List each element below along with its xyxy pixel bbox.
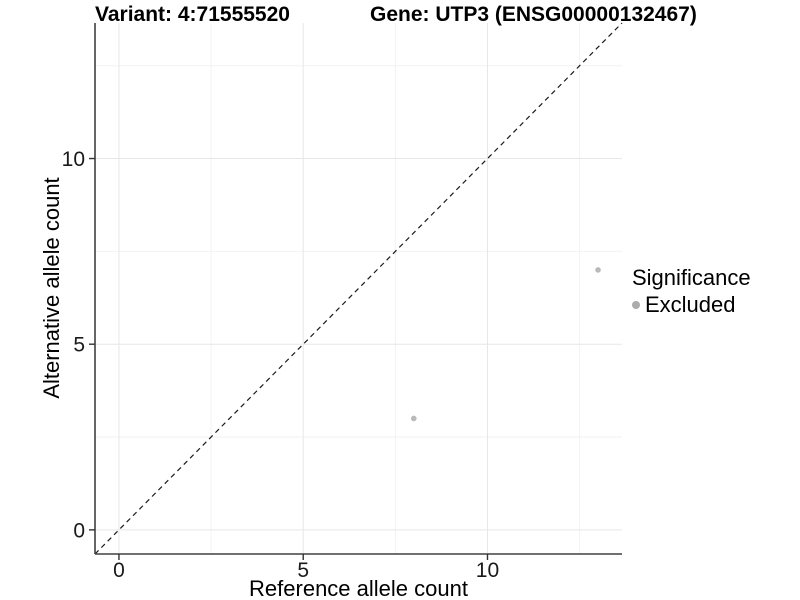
data-point bbox=[410, 415, 417, 422]
plot-title-gene: Gene: UTP3 (ENSG00000132467) bbox=[370, 3, 697, 26]
legend-item-excluded: Excluded bbox=[632, 292, 751, 317]
x-tick-label: 0 bbox=[113, 559, 125, 582]
x-tick-label: 5 bbox=[297, 559, 309, 582]
plot-title-variant: Variant: 4:71555520 bbox=[95, 3, 290, 26]
identity-line bbox=[94, 22, 623, 555]
legend-item-label: Excluded bbox=[645, 292, 736, 318]
y-tick-label: 0 bbox=[73, 519, 85, 542]
y-tick-label: 10 bbox=[62, 148, 85, 171]
legend-title: Significance bbox=[632, 265, 751, 290]
legend: Significance Excluded bbox=[632, 265, 751, 318]
data-point bbox=[595, 267, 601, 273]
x-tick-label: 10 bbox=[476, 559, 499, 582]
legend-point-icon bbox=[632, 300, 640, 309]
x-axis-title: Reference allele count bbox=[249, 576, 468, 600]
y-tick-label: 5 bbox=[73, 334, 85, 357]
y-axis-title: Alternative allele count bbox=[39, 177, 64, 399]
